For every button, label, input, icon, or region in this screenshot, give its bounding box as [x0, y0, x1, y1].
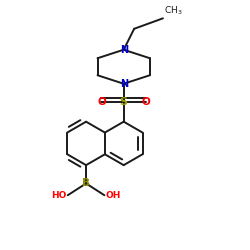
- Text: O: O: [142, 97, 150, 107]
- Text: S: S: [120, 97, 128, 107]
- Text: O: O: [97, 97, 106, 107]
- Text: CH$_3$: CH$_3$: [164, 4, 183, 17]
- Text: HO: HO: [51, 191, 66, 200]
- Text: N: N: [120, 79, 128, 89]
- Text: B: B: [82, 178, 90, 188]
- Text: OH: OH: [106, 191, 121, 200]
- Text: N: N: [120, 45, 128, 55]
